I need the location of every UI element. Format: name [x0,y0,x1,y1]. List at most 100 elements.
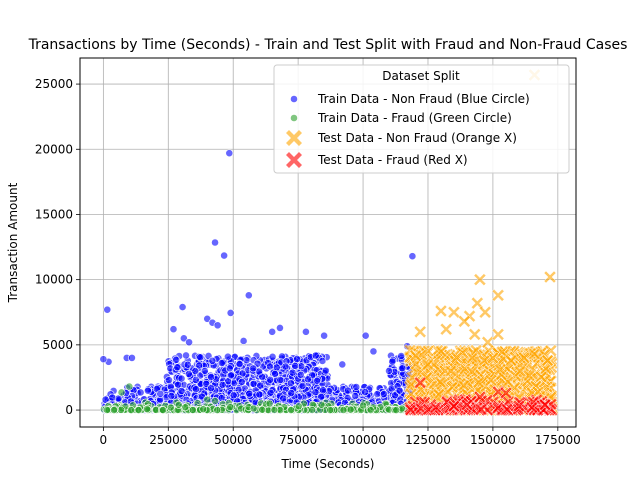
train-non-fraud-point [169,325,178,334]
train-non-fraud-point [388,357,397,366]
train-non-fraud-point [191,367,200,375]
legend-entry-label: Train Data - Non Fraud (Blue Circle) [317,92,530,106]
y-tick-label: 20000 [35,142,73,156]
y-tick-label: 10000 [35,273,73,287]
test-non-fraud-point [404,378,418,391]
test-non-fraud-point [473,273,487,287]
test-non-fraud-point [450,351,463,364]
x-tick-label: 175000 [535,433,581,447]
train-non-fraud-point [245,389,254,398]
test-non-fraud-point [491,328,505,341]
train-fraud-point [392,406,401,414]
train-fraud-point [199,405,208,414]
train-non-fraud-point [276,376,285,385]
train-non-fraud-point [291,361,300,370]
train-fraud-point [213,406,222,414]
train-non-fraud-point [136,388,145,397]
train-non-fraud-point [177,387,186,395]
test-non-fraud-point [504,354,518,367]
train-non-fraud-point [311,388,320,397]
test-fraud-point [512,399,526,413]
test-non-fraud-point [534,370,548,384]
train-non-fraud-point [268,352,277,361]
train-non-fraud-point [249,364,258,373]
train-non-fraud-point [229,391,238,400]
test-fraud-point [474,403,488,416]
train-non-fraud-point [320,331,329,340]
test-non-fraud-point [478,305,492,319]
train-non-fraud-point [293,355,301,363]
train-fraud-point [258,405,267,414]
train-non-fraud-point [191,376,200,384]
test-non-fraud-point [470,296,484,310]
test-non-fraud-point [541,354,554,367]
train-non-fraud-point [202,379,211,388]
train-non-fraud-point [200,367,209,375]
train-non-fraud-point [192,385,200,394]
test-non-fraud-point [465,351,479,365]
train-non-fraud-point [156,390,165,398]
test-non-fraud-point [468,328,482,341]
train-non-fraud-point [225,364,234,373]
train-non-fraud-point [408,252,417,261]
x-tick-label: 100000 [340,433,386,447]
train-non-fraud-point [397,352,406,360]
test-fraud-point [473,390,487,404]
train-fraud-point [159,406,167,414]
train-non-fraud-point [183,360,192,369]
train-fraud-point [125,382,134,391]
train-fraud-point [308,406,317,414]
x-tick-label: 50000 [214,433,252,447]
train-fraud-point [287,406,295,414]
test-non-fraud-point [491,288,505,302]
train-non-fraud-point [343,386,352,395]
test-fraud-point [447,399,461,413]
train-non-fraud-point [373,390,382,398]
train-non-fraud-point [313,376,321,385]
test-non-fraud-point [457,379,471,392]
train-non-fraud-point [266,388,275,397]
train-non-fraud-point [207,384,215,393]
train-non-fraud-point [103,305,112,314]
y-tick-label: 15000 [35,207,73,221]
train-non-fraud-point [395,386,404,395]
train-non-fraud-point [226,309,235,317]
train-non-fraud-point [225,149,234,158]
train-non-fraud-point [318,357,327,365]
train-non-fraud-point [361,331,370,340]
train-fraud-point [134,406,143,414]
train-non-fraud-point [272,363,281,372]
legend-box [273,64,570,174]
test-fraud-point [538,398,552,412]
train-non-fraud-point [271,369,279,378]
train-non-fraud-point [266,362,274,371]
train-non-fraud-point [178,303,187,311]
train-non-fraud-point [256,381,265,390]
train-fraud-point [117,388,126,397]
test-non-fraud-point [517,351,531,365]
train-non-fraud-point [351,392,360,400]
legend: Dataset Split Train Data - Non Fraud (Bl… [273,64,570,174]
test-fraud-point [500,403,514,416]
train-non-fraud-point [213,321,222,330]
train-non-fraud-point [173,363,182,372]
train-non-fraud-point [237,377,246,386]
train-non-fraud-point [380,390,388,398]
y-tick-label: 5000 [42,338,73,352]
train-fraud-point [226,403,235,412]
test-non-fraud-point [421,358,435,371]
train-non-fraud-point [276,324,284,332]
train-fraud-point [326,406,335,414]
train-non-fraud-point [287,379,295,388]
test-fraud-point [413,376,427,390]
train-non-fraud-point [338,360,347,369]
train-non-fraud-point [298,382,307,390]
x-tick-label: 150000 [470,433,516,447]
test-non-fraud-point [457,315,471,328]
train-non-fraud-point [302,327,310,336]
train-non-fraud-point [244,291,253,300]
train-non-fraud-point [179,334,188,343]
test-fraud-point [429,401,443,414]
train-non-fraud-point [108,393,117,402]
test-non-fraud-point [439,322,453,336]
